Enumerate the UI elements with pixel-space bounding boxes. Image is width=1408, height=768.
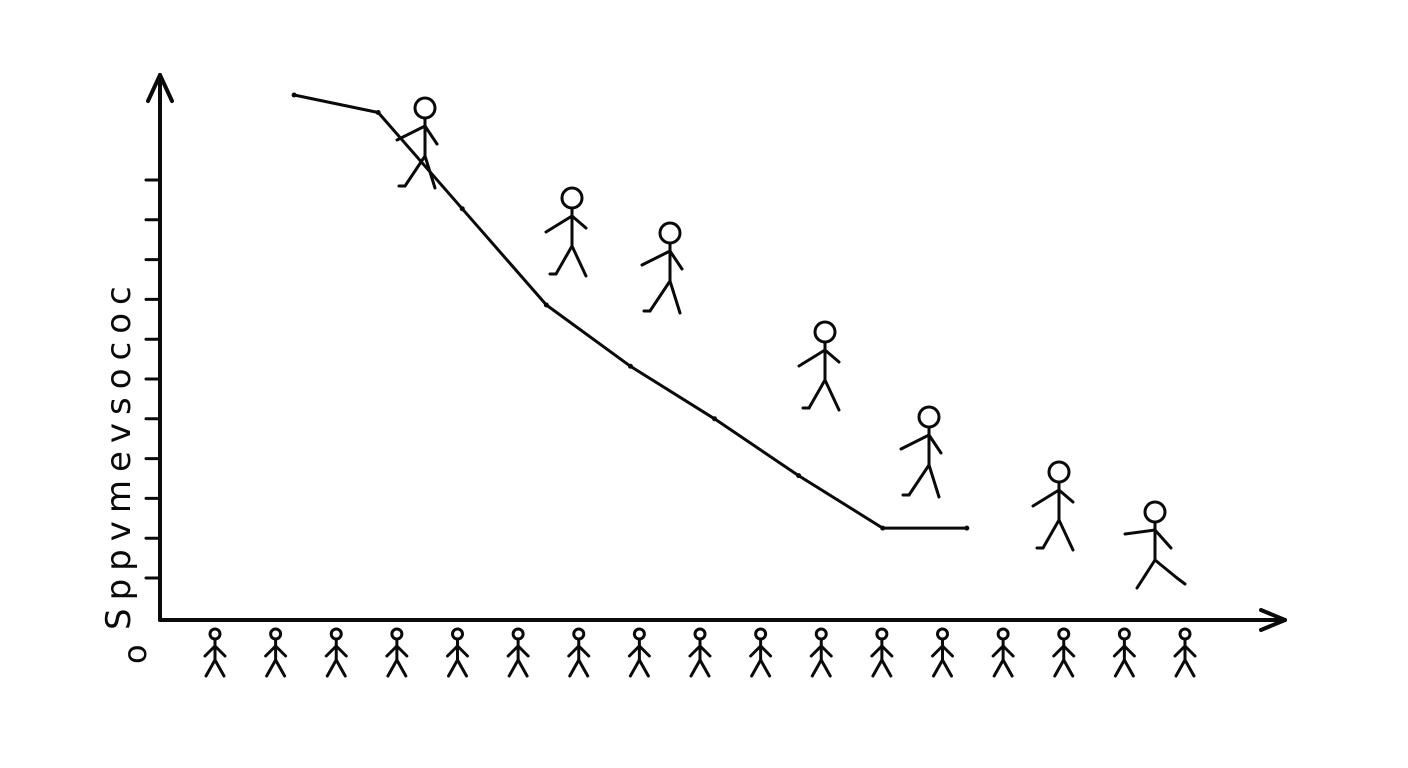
data-point (543, 302, 549, 308)
axes (146, 73, 1287, 632)
stick-figure-icon (1123, 500, 1187, 590)
origin-label: o (116, 644, 154, 664)
data-point (880, 525, 886, 531)
x-axis-figure-marker (1052, 627, 1076, 678)
data-series-line (292, 93, 969, 530)
data-point (712, 416, 718, 422)
x-axis-figure-marker (1173, 627, 1197, 678)
y-axis-arrowhead (146, 73, 174, 103)
x-axis-figure-marker (627, 627, 651, 678)
x-axis-figure-marker (446, 627, 469, 678)
x-axis-figure-marker (506, 627, 530, 678)
x-axis-figure-marker (385, 627, 409, 678)
x-axis-figure-marker (324, 627, 348, 678)
stick-figure-icon (797, 320, 841, 412)
data-points (291, 92, 970, 531)
y-axis-label: Sppvmevsococ (99, 278, 139, 630)
x-axis-figure-marker (749, 627, 773, 678)
data-point (459, 206, 465, 212)
x-axis-figure-marker (931, 627, 954, 678)
x-axis-figure-marker (567, 627, 591, 678)
data-point (375, 110, 381, 115)
x-axis-figure-markers (203, 627, 1197, 678)
data-point (291, 92, 297, 98)
stick-figure-icon (899, 405, 943, 499)
stick-figure-icon (640, 221, 684, 315)
x-axis-figure-marker (991, 627, 1015, 678)
x-axis-figure-marker (203, 627, 227, 678)
x-axis-figure-marker (688, 627, 712, 678)
x-axis-arrowhead (1259, 608, 1287, 632)
stick-figure-icon (544, 186, 588, 278)
x-axis-figure-marker (809, 627, 833, 678)
x-axis-figure-marker (264, 627, 288, 678)
data-point (796, 473, 802, 479)
data-point (964, 525, 970, 531)
x-axis-figure-marker (1112, 627, 1136, 678)
y-axis-ticks (144, 178, 162, 580)
data-point (627, 363, 633, 369)
walking-figures (395, 96, 1187, 590)
stick-figure-icon (1031, 460, 1075, 552)
x-axis-figure-marker (870, 627, 894, 678)
stick-figure-icon (395, 96, 439, 190)
